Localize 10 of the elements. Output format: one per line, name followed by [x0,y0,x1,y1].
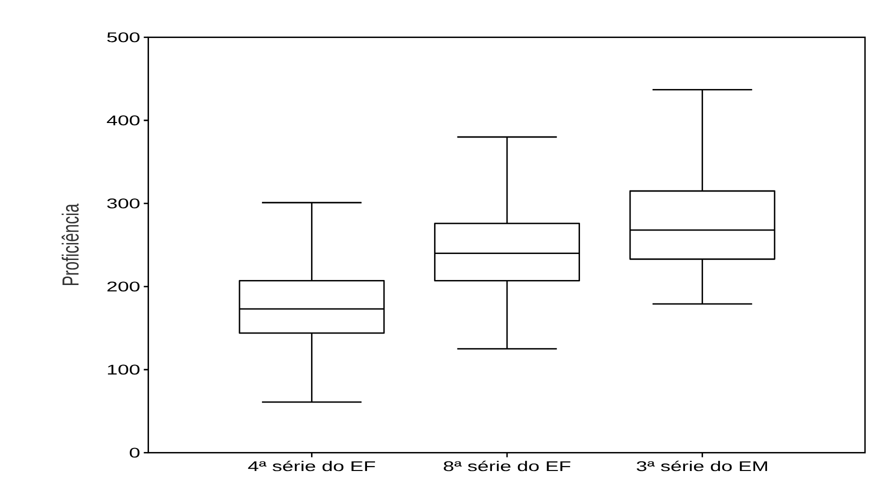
x-tick-label: 8ª série do EF [444,460,570,472]
x-tick-label: 3ª série do EM [636,460,768,472]
y-tick-label: 500 [107,32,140,42]
y-axis-title: Proficiência [62,204,79,286]
y-tick-label: 400 [106,115,140,126]
y-tick-label: 100 [108,364,140,375]
y-tick-label: 300 [107,198,140,208]
y-tick-label: 200 [107,282,140,292]
y-tick-label: 0 [130,448,140,458]
x-tick-label: 4ª série do EF [248,460,376,472]
